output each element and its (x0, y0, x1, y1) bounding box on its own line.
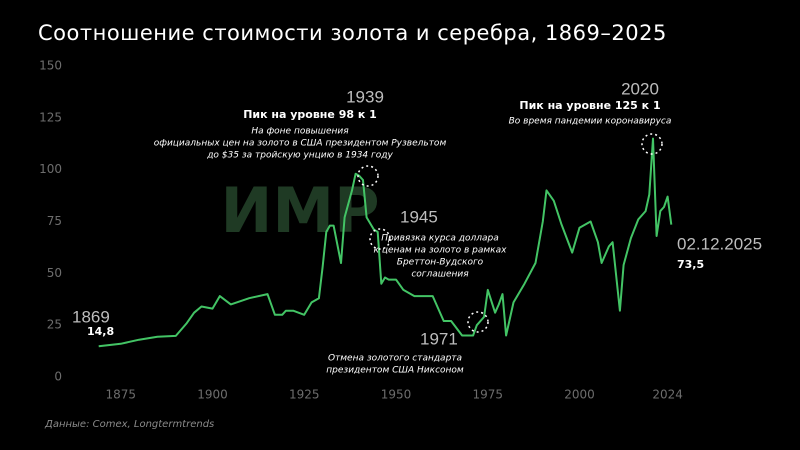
y-tick-label: 50 (47, 266, 62, 280)
annotation-value: 73,5 (677, 258, 704, 271)
annotation-text: до $35 за тройскую унцию в 1934 году (206, 151, 393, 161)
x-tick-label: 1975 (473, 388, 504, 402)
y-tick-label: 100 (39, 162, 62, 176)
highlight-circles (357, 133, 663, 333)
y-tick-label: 25 (47, 318, 62, 332)
annotation-text: официальных цен на золото в США президен… (154, 139, 447, 149)
annotation-text: Привязка курса доллара (381, 234, 498, 244)
annotation-text: Во время пандемии коронавируса (509, 117, 672, 127)
annotation-text: На фоне повышения (251, 127, 349, 137)
chart-title: Соотношение стоимости золота и серебра, … (38, 21, 667, 45)
y-tick-label: 75 (47, 214, 62, 228)
annotation-text: Отмена золотого стандарта (328, 354, 462, 364)
y-tick-label: 125 (39, 110, 62, 124)
x-tick-label: 1925 (289, 388, 320, 402)
circle (641, 133, 663, 155)
annotation-year: 1971 (420, 329, 458, 348)
annotation-headline: Пик на уровне 98 к 1 (243, 108, 377, 121)
y-tick-label: 150 (39, 59, 62, 73)
x-tick-label: 1900 (197, 388, 228, 402)
x-tick-label: 1950 (381, 388, 412, 402)
data-line (98, 137, 673, 348)
annotation-year: 1869 (72, 307, 110, 326)
circle (467, 311, 489, 333)
x-tick-label: 2000 (564, 388, 595, 402)
annotation-value: 14,8 (87, 325, 114, 338)
y-tick-label: 0 (54, 370, 62, 384)
annotation-year: 02.12.2025 (677, 234, 762, 253)
annotation-text: президентом США Никсоном (326, 366, 464, 376)
annotation-year: 2020 (621, 79, 659, 98)
x-tick-label: 1875 (105, 388, 136, 402)
annotation-headline: Пик на уровне 125 к 1 (519, 99, 660, 112)
annotation-text: к ценам на золото в рамках (374, 246, 508, 256)
annotation-year: 1945 (400, 207, 438, 226)
source: Данные: Comex, Longtermtrends (44, 419, 214, 430)
watermark: ИМР (220, 174, 379, 247)
circle (357, 165, 379, 187)
annotation-text: Бреттон-Вудского (397, 258, 484, 268)
circle (369, 228, 391, 250)
annotation-text: соглашения (411, 270, 469, 280)
x-tick-label: 2024 (652, 388, 683, 402)
annotation-year: 1939 (346, 87, 384, 106)
